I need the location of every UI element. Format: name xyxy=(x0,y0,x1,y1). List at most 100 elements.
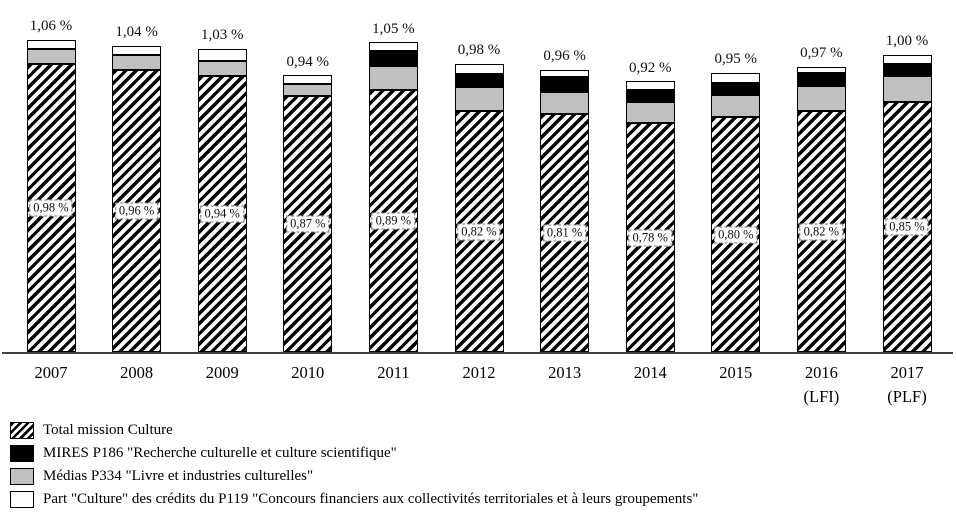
bar-segment-white xyxy=(368,42,418,51)
bar-2009: 0,94 % 1,03 % xyxy=(197,27,247,352)
x-tick-label: 2014 xyxy=(633,363,667,382)
total-value-label: 1,04 % xyxy=(115,24,158,40)
bar-2017: 0,85 % 1,00 % xyxy=(882,33,932,352)
x-tick-label: 2013 xyxy=(548,363,582,382)
total-value-label: 0,96 % xyxy=(543,48,586,64)
legend: Total mission Culture MIRES P186 "Recher… xyxy=(10,419,698,511)
bars-container: 0,98 % 1,06 % 0,96 % 1,04 % 0,94 % 1,03 % 0,87… xyxy=(26,18,932,352)
legend-item-medias-p334: Médias P334 "Livre et industries culture… xyxy=(10,465,698,488)
hatch-value-label: 0,81 % xyxy=(542,224,587,242)
hatch-value-label: 0,87 % xyxy=(286,215,330,233)
total-value-label: 1,06 % xyxy=(29,18,73,34)
total-value-label: 0,92 % xyxy=(628,60,672,76)
bar-2014: 0,78 % 0,92 % xyxy=(625,60,675,352)
x-tick-label: 2007 xyxy=(34,363,68,382)
x-tick-label: 2010 xyxy=(291,363,325,382)
bar-segment-gray xyxy=(625,102,675,123)
x-tick-label: 2011 xyxy=(377,363,410,382)
bar-segment-gray xyxy=(283,84,333,96)
bar-segment-gray xyxy=(197,61,247,76)
bar-segment-gray xyxy=(882,76,932,102)
bar-segment-gray xyxy=(454,87,504,111)
x-tick-label: 2015 xyxy=(719,363,753,382)
bar-segment-gray xyxy=(26,49,76,64)
bar-segment-gray xyxy=(112,55,162,70)
bar-segment-black xyxy=(540,77,590,92)
bar-segment-white xyxy=(454,64,504,74)
white-swatch-icon xyxy=(10,491,34,508)
bar-2013: 0,81 % 0,96 % xyxy=(540,48,590,352)
hatch-value-label: 0,98 % xyxy=(29,199,73,217)
hatch-value-label: 0,96 % xyxy=(114,202,159,220)
bar-segment-hatch: 0,96 % xyxy=(112,70,162,352)
bar-segment-black xyxy=(625,90,675,102)
gray-swatch-icon xyxy=(10,468,34,485)
bar-segment-white xyxy=(711,73,761,83)
bar-segment-gray xyxy=(796,86,846,111)
hatch-value-label: 0,82 % xyxy=(457,223,501,240)
bar-segment-hatch: 0,94 % xyxy=(197,76,247,352)
hatch-value-label: 0,85 % xyxy=(885,218,929,236)
total-value-label: 1,05 % xyxy=(372,21,415,37)
total-value-label: 1,03 % xyxy=(200,27,244,43)
hatch-value-label: 0,80 % xyxy=(714,226,758,243)
bar-2007: 0,98 % 1,06 % xyxy=(26,18,76,352)
x-tick-label: 2008 xyxy=(120,363,154,382)
bar-segment-hatch: 0,82 % xyxy=(454,111,504,352)
bar-segment-gray xyxy=(711,95,761,117)
bar-segment-hatch: 0,98 % xyxy=(26,64,76,352)
bar-2010: 0,87 % 0,94 % xyxy=(283,54,333,352)
hatch-value-label: 0,78 % xyxy=(628,229,672,246)
bar-segment-white xyxy=(540,70,590,77)
x-tick-label: 2016 (LFI) xyxy=(803,363,840,406)
bar-segment-hatch: 0,85 % xyxy=(882,102,932,352)
legend-label: Médias P334 "Livre et industries culture… xyxy=(43,468,314,484)
bar-segment-hatch: 0,81 % xyxy=(540,114,590,352)
bar-segment-black xyxy=(882,64,932,76)
bar-segment-white xyxy=(26,40,76,49)
total-value-label: 1,00 % xyxy=(885,33,929,49)
bar-segment-white xyxy=(882,55,932,64)
legend-item-mires-p186: MIRES P186 "Recherche culturelle et cult… xyxy=(10,442,698,465)
plot-area: 0,98 % 1,06 % 0,96 % 1,04 % 0,94 % 1,03 % 0,87… xyxy=(2,18,953,406)
bar-segment-white xyxy=(625,81,675,90)
bar-segment-white xyxy=(112,46,162,55)
hatch-value-label: 0,82 % xyxy=(799,223,844,240)
bar-segment-hatch: 0,82 % xyxy=(796,111,846,352)
bar-2012: 0,82 % 0,98 % xyxy=(454,42,504,352)
bar-segment-black xyxy=(368,51,418,66)
legend-item-part-culture-p119: Part "Culture" des crédits du P119 "Conc… xyxy=(10,488,698,511)
bar-segment-hatch: 0,87 % xyxy=(283,96,333,352)
bar-segment-white xyxy=(283,75,333,84)
legend-label: Part "Culture" des crédits du P119 "Conc… xyxy=(43,491,699,507)
x-tick-label: 2012 xyxy=(462,363,496,382)
total-value-label: 0,94 % xyxy=(286,54,330,70)
bar-segment-black xyxy=(454,74,504,87)
hatch-value-label: 0,94 % xyxy=(200,205,244,223)
bar-2016: 0,82 % 0,97 % xyxy=(796,45,846,352)
legend-item-total-mission-culture: Total mission Culture xyxy=(10,419,698,442)
bar-segment-gray xyxy=(540,92,590,114)
bar-2011: 0,89 % 1,05 % xyxy=(368,21,418,352)
x-tick-label: 2009 xyxy=(205,363,239,382)
bar-segment-black xyxy=(711,83,761,95)
bar-2008: 0,96 % 1,04 % xyxy=(112,24,162,352)
bar-segment-gray xyxy=(368,66,418,90)
bar-segment-white xyxy=(197,49,247,61)
bar-segment-hatch: 0,80 % xyxy=(711,117,761,352)
legend-label: MIRES P186 "Recherche culturelle et cult… xyxy=(43,445,397,461)
bar-segment-black xyxy=(796,73,846,86)
x-axis-labels: 2007 2008 2009 2010 2011 2012 2013 2014 2015 2016… xyxy=(0,352,956,412)
bar-segment-white xyxy=(796,67,846,73)
total-value-label: 0,97 % xyxy=(800,45,843,61)
x-tick-label: 2017 (PLF) xyxy=(887,363,927,406)
legend-label: Total mission Culture xyxy=(43,422,173,438)
black-swatch-icon xyxy=(10,445,34,462)
bar-segment-hatch: 0,78 % xyxy=(625,123,675,352)
total-value-label: 0,95 % xyxy=(714,51,758,67)
hatch-value-label: 0,89 % xyxy=(371,212,416,230)
x-axis-line xyxy=(2,352,953,354)
total-value-label: 0,98 % xyxy=(457,42,501,58)
bar-2015: 0,80 % 0,95 % xyxy=(711,51,761,352)
